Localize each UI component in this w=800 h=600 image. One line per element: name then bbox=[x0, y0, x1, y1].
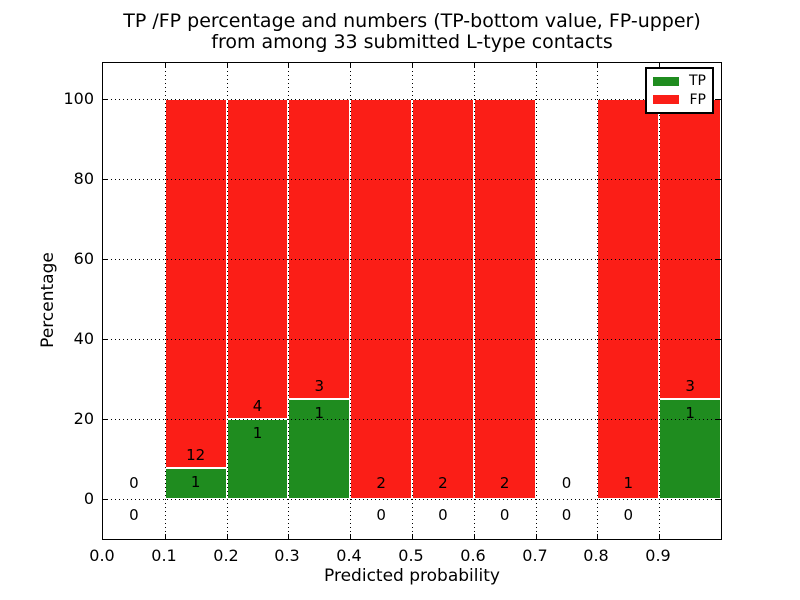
fp-count-annotation: 2 bbox=[438, 474, 448, 492]
legend-swatch-tp bbox=[653, 76, 679, 86]
v-gridline bbox=[474, 63, 475, 539]
x-tick-mark-top bbox=[536, 63, 537, 68]
chart-title: TP /FP percentage and numbers (TP-bottom… bbox=[102, 11, 722, 53]
x-tick-mark-top bbox=[288, 63, 289, 68]
fp-count-annotation: 2 bbox=[376, 474, 386, 492]
y-tick-label: 60 bbox=[73, 249, 94, 268]
y-tick-mark-right bbox=[716, 419, 721, 420]
x-tick-label: 0.8 bbox=[583, 546, 609, 565]
v-gridline bbox=[597, 63, 598, 539]
v-gridline bbox=[165, 63, 166, 539]
v-gridline bbox=[227, 63, 228, 539]
y-tick-mark-right bbox=[716, 179, 721, 180]
y-tick-mark bbox=[103, 179, 108, 180]
bar-segment-fp bbox=[597, 99, 660, 499]
x-tick-label: 0.7 bbox=[522, 546, 548, 565]
x-tick-mark bbox=[350, 534, 351, 539]
x-tick-mark bbox=[597, 534, 598, 539]
y-tick-label: 40 bbox=[73, 329, 94, 348]
v-gridline bbox=[288, 63, 289, 539]
fp-count-annotation: 0 bbox=[561, 474, 572, 492]
tp-count-annotation: 1 bbox=[252, 424, 263, 442]
bar-segment-fp bbox=[412, 99, 474, 499]
x-tick-mark bbox=[536, 534, 537, 539]
tp-count-annotation: 0 bbox=[376, 506, 386, 524]
x-axis-label: Predicted probability bbox=[324, 566, 500, 586]
legend-label-tp: TP bbox=[689, 73, 706, 90]
y-tick-mark bbox=[103, 259, 108, 260]
x-tick-mark-top bbox=[165, 63, 166, 68]
x-tick-mark bbox=[288, 534, 289, 539]
fp-count-annotation: 0 bbox=[129, 474, 139, 492]
x-tick-mark-top bbox=[597, 63, 598, 68]
y-tick-label: 0 bbox=[83, 489, 94, 508]
y-tick-mark-right bbox=[716, 339, 721, 340]
tp-count-annotation: 0 bbox=[129, 506, 139, 524]
bar-segment-fp bbox=[473, 99, 536, 499]
x-tick-mark bbox=[474, 534, 475, 539]
y-tick-mark bbox=[103, 419, 108, 420]
y-tick-label: 20 bbox=[73, 409, 94, 428]
x-tick-mark bbox=[659, 534, 660, 539]
y-tick-mark bbox=[103, 499, 108, 500]
legend-swatch-fp bbox=[653, 95, 679, 105]
y-tick-mark bbox=[103, 339, 108, 340]
x-tick-label: 0.1 bbox=[151, 546, 177, 565]
y-tick-label: 100 bbox=[63, 89, 94, 108]
x-tick-label: 0.5 bbox=[398, 546, 424, 565]
tp-count-annotation: 0 bbox=[561, 506, 572, 524]
x-tick-mark-top bbox=[412, 63, 413, 68]
fp-count-annotation: 2 bbox=[499, 474, 510, 492]
fp-count-annotation: 4 bbox=[252, 397, 263, 415]
bar-segment-fp bbox=[350, 99, 412, 499]
bar-segment-tp bbox=[164, 468, 227, 499]
tp-count-annotation: 0 bbox=[623, 506, 634, 524]
x-tick-mark-top bbox=[227, 63, 228, 68]
legend-item-fp: FP bbox=[653, 92, 706, 108]
v-gridline bbox=[536, 63, 537, 539]
x-tick-label: 0.0 bbox=[89, 546, 115, 565]
bar-segment-fp bbox=[288, 99, 351, 399]
chart-title-line2: from among 33 submitted L-type contacts bbox=[211, 31, 613, 53]
x-tick-mark bbox=[412, 534, 413, 539]
x-tick-label: 0.3 bbox=[274, 546, 300, 565]
legend-item-tp: TP bbox=[653, 73, 706, 89]
bar-segment-tp bbox=[288, 399, 351, 499]
legend: TP FP bbox=[645, 67, 714, 114]
x-tick-label: 0.2 bbox=[213, 546, 239, 565]
tp-count-annotation: 1 bbox=[685, 404, 695, 422]
fp-count-annotation: 3 bbox=[685, 377, 695, 395]
y-tick-mark-right bbox=[716, 259, 721, 260]
bar-segment-fp bbox=[659, 99, 721, 399]
y-tick-label: 80 bbox=[73, 169, 94, 188]
v-gridline bbox=[412, 63, 413, 539]
x-tick-mark-top bbox=[350, 63, 351, 68]
bar-segment-fp bbox=[164, 99, 227, 468]
tp-count-annotation: 0 bbox=[438, 506, 448, 524]
x-tick-label: 0.9 bbox=[645, 546, 671, 565]
tp-count-annotation: 0 bbox=[499, 506, 510, 524]
x-tick-label: 0.6 bbox=[460, 546, 486, 565]
x-tick-label: 0.4 bbox=[336, 546, 362, 565]
tp-count-annotation: 1 bbox=[190, 473, 201, 491]
chart-title-line1: TP /FP percentage and numbers (TP-bottom… bbox=[123, 10, 701, 32]
fp-count-annotation: 1 bbox=[623, 474, 634, 492]
plot-area: 0 0 12 1 4 1 3 1 2 0 2 0 2 0 0 0 1 0 3 1 bbox=[102, 62, 722, 540]
bar-segment-tp bbox=[226, 419, 289, 499]
tp-count-annotation: 1 bbox=[314, 404, 325, 422]
v-gridline bbox=[350, 63, 351, 539]
legend-label-fp: FP bbox=[689, 91, 707, 108]
fp-count-annotation: 12 bbox=[186, 446, 206, 464]
x-tick-mark-top bbox=[659, 63, 660, 68]
y-tick-mark bbox=[103, 99, 108, 100]
x-tick-mark-top bbox=[474, 63, 475, 68]
x-tick-mark bbox=[165, 534, 166, 539]
fp-count-annotation: 3 bbox=[314, 377, 325, 395]
x-tick-mark bbox=[227, 534, 228, 539]
v-gridline bbox=[659, 63, 660, 539]
y-tick-mark-right bbox=[716, 99, 721, 100]
y-tick-mark-right bbox=[716, 499, 721, 500]
